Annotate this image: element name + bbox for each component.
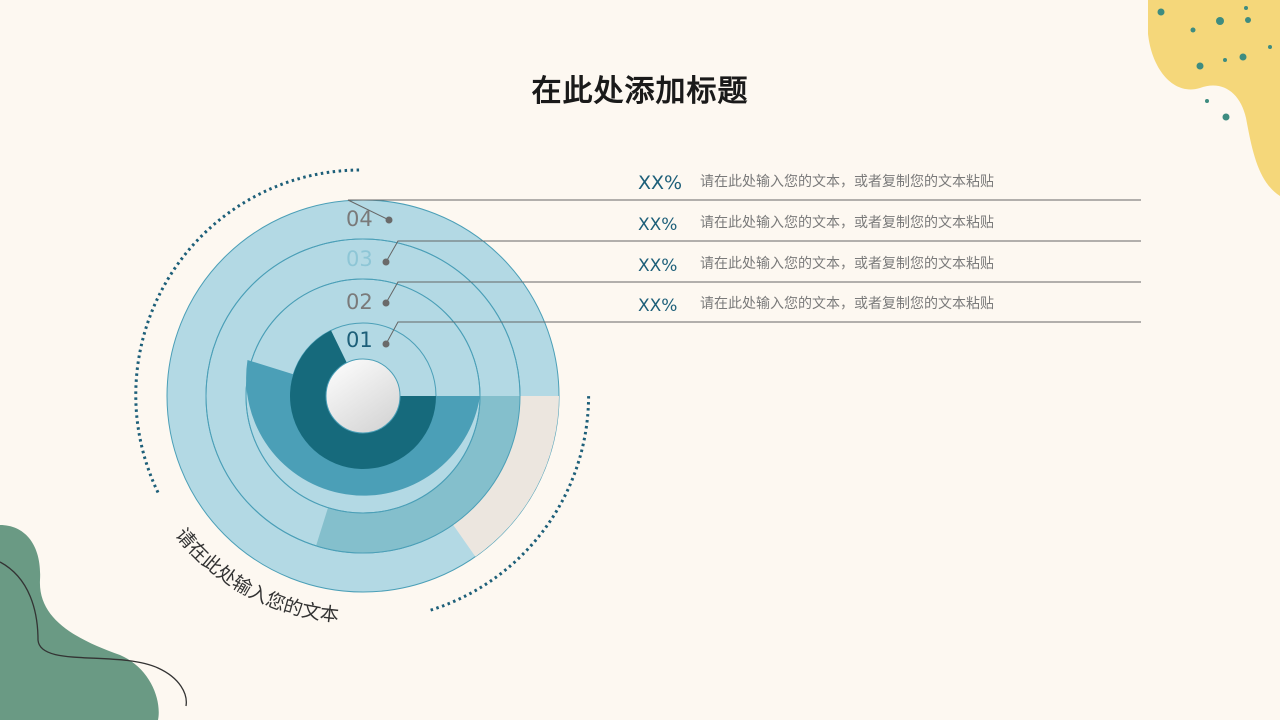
decor-curve-line [0,561,187,707]
legend-percent: XX% [638,172,683,194]
center-hub [325,358,401,434]
yellow-blob-shape [1148,0,1280,196]
legend-text: 请在此处输入您的文本，或者复制您的文本粘贴 [700,174,994,190]
legend-row-03: XX% 请在此处输入您的文本，或者复制您的文本粘贴 [638,211,1141,241]
legend-text: 请在此处输入您的文本，或者复制您的文本粘贴 [700,256,994,272]
leader-dots [382,216,393,348]
ring-label-03: 03 [346,247,373,271]
legend-percent: XX% [638,215,678,235]
legend-text: 请在此处输入您的文本，或者复制您的文本粘贴 [700,215,994,231]
legend-percent: XX% [638,296,678,316]
dotted-arc-right [427,396,591,613]
ring-label-04: 04 [346,207,373,231]
dotted-arc-left [134,168,360,494]
green-blob-shape [0,525,159,720]
leader-lines [347,199,1141,345]
ring-label-02: 02 [346,290,373,314]
legend-row-01: XX% 请在此处输入您的文本，或者复制您的文本粘贴 [638,292,1141,322]
legend-text: 请在此处输入您的文本，或者复制您的文本粘贴 [700,296,994,312]
slide-title: 在此处添加标题 [531,74,749,109]
legend-row-04: XX% 请在此处输入您的文本，或者复制您的文本粘贴 [638,170,1141,200]
ring-label-01: 01 [346,328,373,352]
legend-percent: XX% [638,256,678,276]
yellow-blob-dots [1157,6,1272,121]
legend-row-02: XX% 请在此处输入您的文本，或者复制您的文本粘贴 [638,252,1141,282]
